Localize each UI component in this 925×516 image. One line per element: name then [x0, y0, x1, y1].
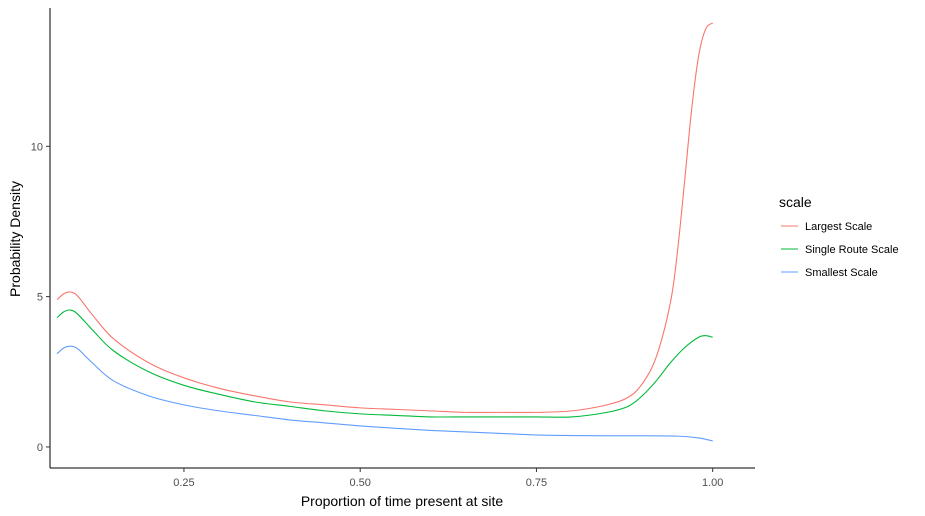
legend-label: Smallest Scale — [805, 267, 878, 279]
legend-label: Largest Scale — [805, 221, 872, 233]
x-tick-label: 0.25 — [173, 477, 194, 489]
legend-items: Largest Scale Single Route Scale Smallest … — [781, 221, 899, 279]
legend-label: Single Route Scale — [805, 244, 899, 256]
x-tick-label: 0.75 — [526, 477, 547, 489]
axis-layer: 0.25 0.50 0.75 1.00 0 5 10 — [31, 8, 755, 489]
x-axis-title: Proportion of time present at site — [301, 493, 504, 509]
series-line-single-route-scale — [56, 309, 713, 418]
y-axis-title: Probability Density — [7, 181, 23, 297]
legend-item: Smallest Scale — [781, 267, 878, 279]
series-line-largest-scale — [56, 22, 714, 414]
y-tick-label: 5 — [37, 292, 43, 304]
series-layer — [56, 22, 714, 442]
series-line-smallest-scale — [56, 345, 713, 442]
x-ticks: 0.25 0.50 0.75 1.00 — [173, 468, 723, 489]
legend-item: Largest Scale — [781, 221, 872, 233]
x-tick-label: 0.50 — [349, 477, 370, 489]
legend-title: scale — [779, 194, 812, 210]
y-ticks: 0 5 10 — [31, 141, 50, 454]
y-tick-label: 10 — [31, 141, 43, 153]
legend-item: Single Route Scale — [781, 244, 899, 256]
x-tick-label: 1.00 — [702, 477, 723, 489]
y-tick-label: 0 — [37, 442, 43, 454]
legend: scale Largest Scale Single Route Scale Sma… — [779, 194, 899, 279]
